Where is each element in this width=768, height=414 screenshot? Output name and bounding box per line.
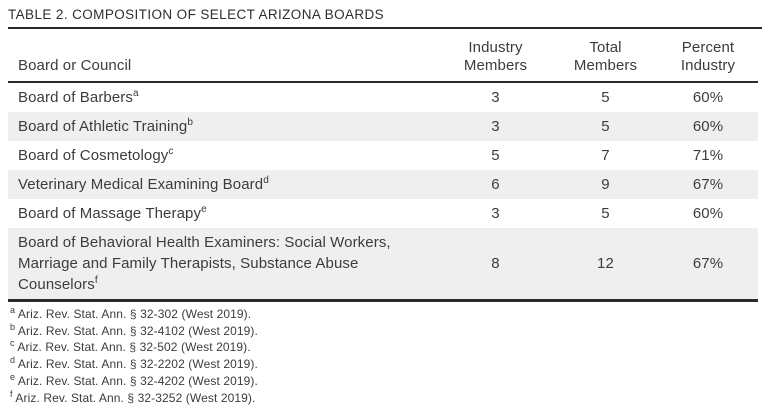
cell-total-members: 12 (553, 228, 658, 302)
header-row: Board or Council Industry Members Total … (8, 29, 758, 83)
cell-percent-industry: 60% (692, 205, 724, 222)
cell-board-name: Board of Cosmetologyc (18, 146, 174, 165)
footnote: f Ariz. Rev. Stat. Ann. § 32-3252 (West … (10, 388, 762, 407)
table-header: Board or Council Industry Members Total … (8, 29, 758, 83)
col-header-total-members: Total Members (553, 29, 658, 83)
cell-percent-industry: 67% (658, 228, 758, 302)
cell-total-members: 5 (601, 118, 610, 135)
cell-board-name: Board of Barbersa (18, 88, 139, 107)
footnote-text: Ariz. Rev. Stat. Ann. § 32-502 (West 201… (17, 340, 251, 355)
footnote-marker: e (10, 371, 16, 382)
footnote: b Ariz. Rev. Stat. Ann. § 32-4102 (West … (10, 321, 762, 340)
cell-board-name: Board of Behavioral Health Examiners: So… (8, 228, 438, 302)
footnote-marker: b (187, 117, 194, 128)
cell-board-name: Veterinary Medical Examining Boardd (18, 175, 269, 194)
footnote-marker: d (10, 355, 16, 366)
table-row: Board of Massage Therapye 3 5 60% (8, 199, 758, 228)
cell-total-members: 9 (601, 176, 610, 193)
cell-industry-members: 3 (491, 118, 500, 135)
table-row: Board of Cosmetologyc 5 7 71% (8, 141, 758, 170)
footnote-marker: a (133, 88, 139, 99)
footnote: a Ariz. Rev. Stat. Ann. § 32-302 (West 2… (10, 306, 762, 323)
footnote: d Ariz. Rev. Stat. Ann. § 32-2202 (West … (10, 356, 762, 373)
cell-board-name: Board of Massage Therapye (18, 204, 207, 223)
cell-total-members: 5 (601, 89, 610, 106)
cell-industry-members: 6 (491, 176, 500, 193)
table-body: Board of Barbersa 3 5 60% Board of Athle… (8, 82, 758, 302)
footnote-marker: c (10, 338, 15, 349)
col-header-percent-industry: Percent Industry (658, 29, 758, 83)
table-row: Board of Behavioral Health Examiners: So… (8, 228, 758, 302)
table-title: TABLE 2. COMPOSITION OF SELECT ARIZONA B… (8, 7, 762, 29)
footnote-text: Ariz. Rev. Stat. Ann. § 32-4102 (West 20… (17, 323, 258, 338)
footnote-marker: e (201, 204, 207, 215)
footnote-marker: f (94, 275, 98, 286)
cell-industry-members: 5 (491, 147, 500, 164)
footnote-text: Ariz. Rev. Stat. Ann. § 32-2202 (West 20… (17, 357, 258, 372)
footnote-marker: f (10, 388, 13, 399)
col-header-board-or-council: Board or Council (8, 29, 438, 83)
footnote-text: Ariz. Rev. Stat. Ann. § 32-3252 (West 20… (15, 390, 256, 405)
cell-total-members: 7 (601, 147, 610, 164)
cell-percent-industry: 60% (692, 118, 724, 135)
footnote-marker: b (10, 321, 16, 332)
footnote-marker: d (263, 175, 269, 186)
cell-percent-industry: 71% (692, 147, 724, 164)
footnote: c Ariz. Rev. Stat. Ann. § 32-502 (West 2… (10, 339, 762, 356)
footnote-text: Ariz. Rev. Stat. Ann. § 32-302 (West 201… (17, 307, 252, 321)
table-row: Board of Barbersa 3 5 60% (8, 82, 758, 112)
footnotes-block: a Ariz. Rev. Stat. Ann. § 32-302 (West 2… (8, 306, 762, 406)
footnote-marker: c (168, 146, 174, 157)
boards-table: Board or Council Industry Members Total … (8, 29, 758, 302)
col-header-board-label: Board or Council (18, 57, 132, 74)
cell-industry-members: 3 (491, 89, 500, 106)
cell-percent-industry: 60% (692, 89, 724, 106)
footnote: e Ariz. Rev. Stat. Ann. § 32-4202 (West … (10, 371, 762, 390)
cell-percent-industry: 67% (692, 176, 724, 193)
table-row: Board of Athletic Trainingb 3 5 60% (8, 112, 758, 141)
table-row: Veterinary Medical Examining Boardd 6 9 … (8, 170, 758, 199)
cell-industry-members: 8 (438, 228, 553, 302)
col-header-industry-members: Industry Members (438, 29, 553, 83)
cell-board-name: Board of Athletic Trainingb (18, 117, 194, 136)
footnote-marker: a (10, 305, 16, 315)
cell-total-members: 5 (601, 205, 610, 222)
footnote-text: Ariz. Rev. Stat. Ann. § 32-4202 (West 20… (17, 373, 258, 388)
cell-industry-members: 3 (491, 205, 500, 222)
